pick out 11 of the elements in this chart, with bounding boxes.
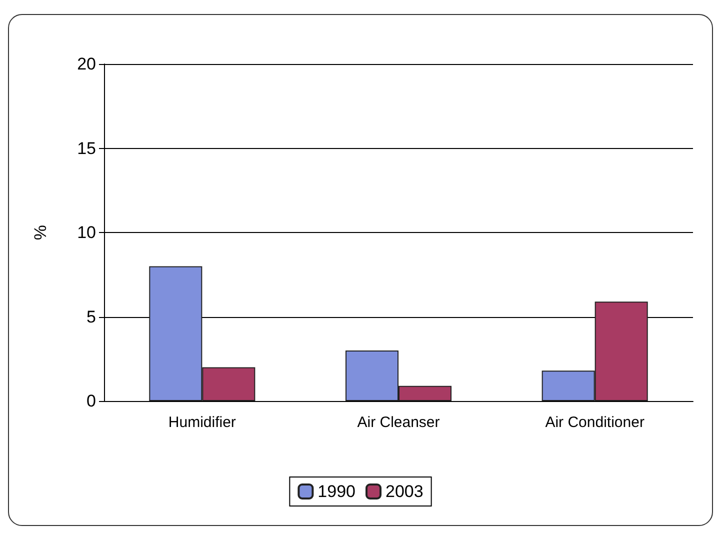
legend-label: 2003 [386,482,424,501]
y-tick-label: 20 [77,54,96,74]
y-axis-title: % [31,224,50,240]
y-tick-label: 10 [77,223,96,242]
y-tick-label: 5 [86,307,96,326]
x-tick-label: Humidifier [168,414,236,431]
x-tick-label: Air Conditioner [545,414,644,431]
legend-label: 1990 [318,482,356,501]
y-tick-label: 15 [77,138,96,158]
y-tick-label: 0 [86,392,96,410]
x-tick-label: Air Cleanser [357,414,440,431]
